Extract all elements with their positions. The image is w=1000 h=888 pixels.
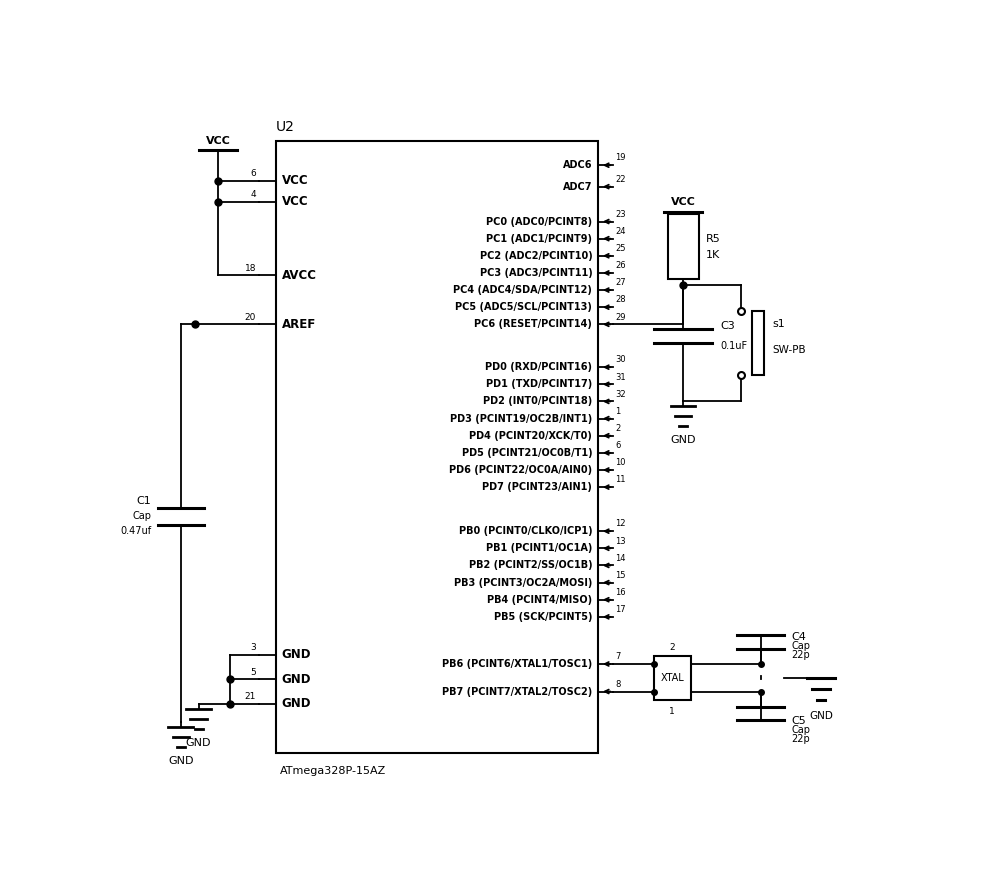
Text: GND: GND [670, 435, 696, 445]
Text: 10: 10 [616, 458, 626, 467]
Text: 4: 4 [250, 190, 256, 199]
Text: 16: 16 [616, 588, 626, 597]
Text: 7: 7 [616, 653, 621, 662]
Text: 0.47uf: 0.47uf [120, 527, 151, 536]
Text: 2: 2 [669, 643, 675, 653]
Text: GND: GND [282, 673, 311, 686]
Text: 28: 28 [616, 296, 626, 305]
Text: PD5 (PCINT21/OC0B/T1): PD5 (PCINT21/OC0B/T1) [462, 448, 592, 458]
Text: 15: 15 [616, 571, 626, 580]
Text: VCC: VCC [282, 174, 308, 187]
Text: PB2 (PCINT2/SS/OC1B): PB2 (PCINT2/SS/OC1B) [469, 560, 592, 570]
Text: VCC: VCC [282, 195, 308, 209]
Text: PB7 (PCINT7/XTAL2/TOSC2): PB7 (PCINT7/XTAL2/TOSC2) [442, 686, 592, 696]
Text: GND: GND [809, 711, 833, 721]
Text: 23: 23 [616, 210, 626, 218]
Text: 30: 30 [616, 355, 626, 364]
Text: 5: 5 [250, 668, 256, 677]
Text: 19: 19 [616, 154, 626, 163]
Text: Cap: Cap [792, 641, 811, 651]
Text: XTAL: XTAL [660, 673, 684, 683]
Text: PB3 (PCINT3/OC2A/MOSI): PB3 (PCINT3/OC2A/MOSI) [454, 577, 592, 588]
Text: Cap: Cap [792, 725, 811, 735]
Text: 3: 3 [250, 643, 256, 652]
Text: GND: GND [168, 756, 194, 765]
Text: PD0 (RXD/PCINT16): PD0 (RXD/PCINT16) [485, 362, 592, 372]
Text: Cap: Cap [132, 511, 151, 521]
Text: 1K: 1K [706, 250, 720, 260]
Text: PC4 (ADC4/SDA/PCINT12): PC4 (ADC4/SDA/PCINT12) [453, 285, 592, 295]
Text: 22p: 22p [792, 734, 810, 744]
Text: 22p: 22p [792, 650, 810, 660]
Text: 24: 24 [616, 227, 626, 236]
Text: 20: 20 [245, 313, 256, 321]
Text: PD4 (PCINT20/XCK/T0): PD4 (PCINT20/XCK/T0) [469, 431, 592, 440]
Text: C3: C3 [720, 321, 735, 331]
Text: 17: 17 [616, 605, 626, 614]
Text: PC1 (ADC1/PCINT9): PC1 (ADC1/PCINT9) [486, 234, 592, 243]
Text: s1: s1 [772, 319, 785, 329]
Text: 29: 29 [616, 313, 626, 321]
Text: PC5 (ADC5/SCL/PCINT13): PC5 (ADC5/SCL/PCINT13) [455, 302, 592, 313]
Text: 2: 2 [616, 424, 621, 433]
Text: PB5 (SCK/PCINT5): PB5 (SCK/PCINT5) [494, 612, 592, 622]
Text: PB0 (PCINT0/CLKO/ICP1): PB0 (PCINT0/CLKO/ICP1) [459, 527, 592, 536]
Text: PD1 (TXD/PCINT17): PD1 (TXD/PCINT17) [486, 379, 592, 389]
Text: C5: C5 [792, 716, 806, 725]
Text: PD2 (INT0/PCINT18): PD2 (INT0/PCINT18) [483, 396, 592, 407]
Text: PB1 (PCINT1/OC1A): PB1 (PCINT1/OC1A) [486, 543, 592, 553]
Text: ATmega328P-15AZ: ATmega328P-15AZ [280, 766, 386, 776]
Text: PB6 (PCINT6/XTAL1/TOSC1): PB6 (PCINT6/XTAL1/TOSC1) [442, 659, 592, 669]
Text: GND: GND [282, 697, 311, 710]
Text: AVCC: AVCC [282, 269, 317, 281]
Text: ADC7: ADC7 [563, 182, 592, 192]
Text: GND: GND [186, 738, 211, 748]
Text: 18: 18 [244, 264, 256, 273]
Text: 22: 22 [616, 175, 626, 184]
Bar [276, 141, 598, 753]
Text: 32: 32 [616, 390, 626, 399]
Text: PB4 (PCINT4/MISO): PB4 (PCINT4/MISO) [487, 595, 592, 605]
Text: GND: GND [282, 648, 311, 662]
Text: PC6 (RESET/PCINT14): PC6 (RESET/PCINT14) [474, 320, 592, 329]
Text: 0.1uF: 0.1uF [720, 340, 747, 351]
Text: AREF: AREF [282, 318, 316, 331]
Text: PC0 (ADC0/PCINT8): PC0 (ADC0/PCINT8) [486, 217, 592, 226]
Bar [752, 311, 764, 375]
Text: 11: 11 [616, 475, 626, 484]
Bar [668, 214, 698, 279]
Text: 13: 13 [616, 536, 626, 545]
Text: 31: 31 [616, 373, 626, 382]
Text: PD7 (PCINT23/AIN1): PD7 (PCINT23/AIN1) [482, 482, 592, 492]
Text: 27: 27 [616, 278, 626, 288]
Text: 8: 8 [616, 680, 621, 689]
Text: 14: 14 [616, 554, 626, 563]
Text: 12: 12 [616, 519, 626, 528]
Text: 6: 6 [250, 169, 256, 178]
Text: SW-PB: SW-PB [772, 345, 806, 354]
Text: PC2 (ADC2/PCINT10): PC2 (ADC2/PCINT10) [480, 250, 592, 261]
Bar [654, 655, 691, 700]
Text: 21: 21 [245, 692, 256, 701]
Text: 1: 1 [669, 707, 675, 716]
Text: VCC: VCC [671, 197, 695, 208]
Text: 1: 1 [616, 407, 621, 416]
Text: U2: U2 [276, 120, 295, 134]
Text: 26: 26 [616, 261, 626, 270]
Text: 25: 25 [616, 244, 626, 253]
Text: PC3 (ADC3/PCINT11): PC3 (ADC3/PCINT11) [480, 268, 592, 278]
Text: C4: C4 [792, 631, 806, 642]
Text: 6: 6 [616, 441, 621, 450]
Text: PD6 (PCINT22/OC0A/AIN0): PD6 (PCINT22/OC0A/AIN0) [449, 465, 592, 475]
Text: C1: C1 [137, 496, 151, 506]
Text: ADC6: ADC6 [563, 160, 592, 170]
Text: VCC: VCC [206, 136, 230, 146]
Text: PD3 (PCINT19/OC2B/INT1): PD3 (PCINT19/OC2B/INT1) [450, 414, 592, 424]
Text: R5: R5 [706, 234, 721, 243]
